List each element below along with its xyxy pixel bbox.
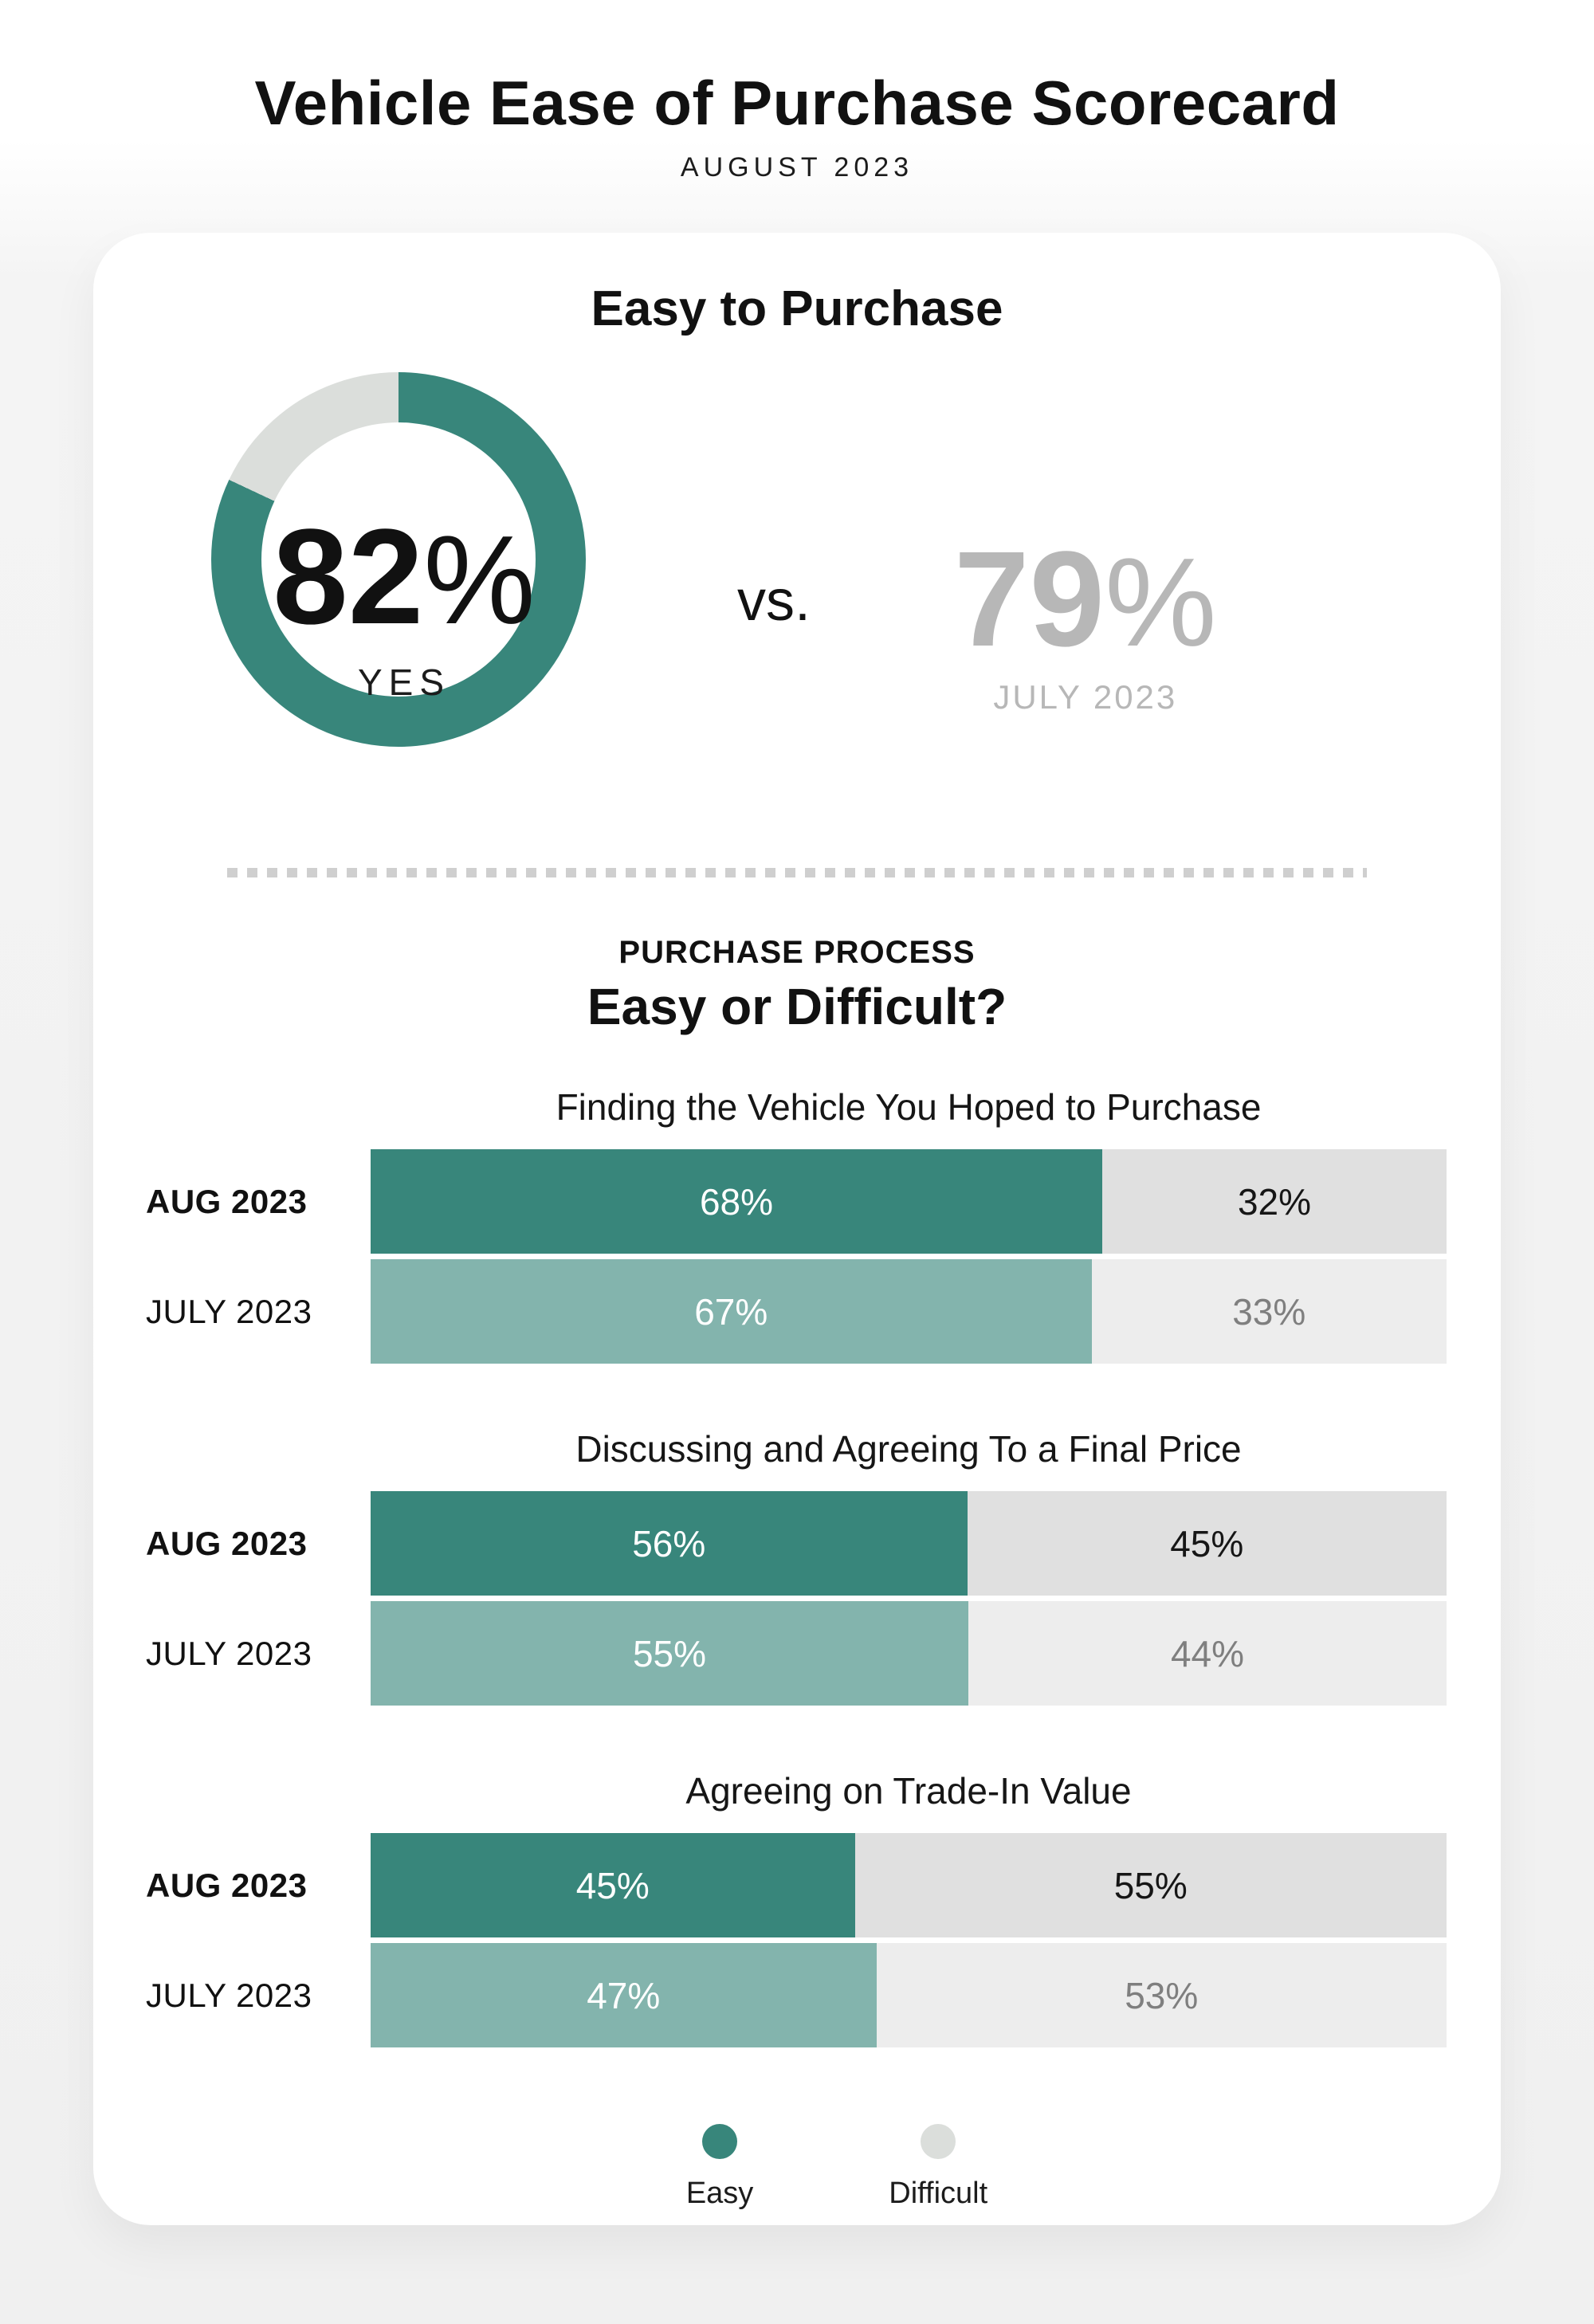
vs-label: vs. (737, 569, 811, 633)
segment-value-label: 67% (694, 1290, 768, 1333)
row-label: AUG 2023 (146, 1182, 308, 1220)
stacked-bar: 56% 45% (371, 1491, 1447, 1596)
segment-value-label: 47% (587, 1974, 661, 2016)
bar-row-aug: AUG 2023 68% 32% (93, 1149, 1501, 1254)
bar-row-aug: AUG 2023 56% 45% (93, 1491, 1501, 1596)
percent-sign: % (423, 510, 536, 650)
previous-value-number: 79 (954, 524, 1105, 675)
bar-segment-difficult: 53% (876, 1943, 1447, 2047)
row-label: JULY 2023 (146, 1292, 312, 1330)
hero-heading: Easy to Purchase (591, 281, 1003, 336)
stacked-bar: 45% 55% (371, 1833, 1447, 1937)
chart-group-finding-vehicle: Finding the Vehicle You Hoped to Purchas… (93, 1085, 1501, 1364)
legend-item-easy: Easy (686, 2124, 753, 2211)
bar-row-july: JULY 2023 55% 44% (93, 1601, 1501, 1706)
bar-segment-easy: 56% (371, 1491, 968, 1596)
bar-row-aug: AUG 2023 45% 55% (93, 1833, 1501, 1937)
legend-item-difficult: Difficult (889, 2124, 987, 2211)
bar-row-july: JULY 2023 67% 33% (93, 1259, 1501, 1364)
donut-value-label: YES (357, 661, 451, 703)
segment-value-label: 53% (1125, 1974, 1199, 2016)
segment-value-label: 56% (632, 1522, 706, 1564)
segment-value-label: 45% (575, 1864, 650, 1906)
chart-group-title: Discussing and Agreeing To a Final Price (575, 1428, 1242, 1470)
segment-value-label: 33% (1232, 1290, 1306, 1333)
bar-segment-difficult: 55% (854, 1833, 1447, 1937)
stacked-bar: 47% 53% (371, 1943, 1447, 2047)
previous-value: 79% (954, 532, 1217, 667)
chart-rows: AUG 2023 56% 45% JULY 2023 55% 44% (93, 1491, 1501, 1706)
percent-sign: % (1105, 532, 1217, 673)
difficult-dot-icon (921, 2124, 956, 2159)
donut-center: 82% YES (211, 372, 586, 747)
stacked-bar: 68% 32% (371, 1149, 1447, 1254)
donut-value: 82% (273, 509, 536, 645)
bar-segment-difficult: 32% (1102, 1149, 1447, 1254)
donut-chart: 82% YES (211, 372, 586, 747)
bar-segment-easy: 55% (371, 1601, 968, 1706)
easy-dot-icon (702, 2124, 738, 2159)
donut-hole (261, 422, 536, 697)
bar-segment-easy: 45% (371, 1833, 855, 1937)
segment-value-label: 32% (1237, 1180, 1312, 1223)
legend: Easy Difficult (93, 2124, 1501, 2211)
page-subtitle: AUGUST 2023 (680, 152, 914, 183)
scorecard-card: Easy to Purchase 82% YES vs. 79% JULY 20… (93, 233, 1501, 2225)
page-title: Vehicle Ease of Purchase Scorecard (254, 68, 1340, 138)
donut-value-number: 82 (273, 501, 424, 653)
bar-segment-easy: 47% (371, 1943, 877, 2047)
section-heading: Easy or Difficult? (587, 978, 1007, 1035)
stacked-bar: 55% 44% (371, 1601, 1447, 1706)
bar-segment-difficult: 44% (968, 1601, 1447, 1706)
row-label: AUG 2023 (146, 1866, 308, 1904)
legend-label: Easy (685, 2177, 754, 2210)
segment-value-label: 55% (1113, 1864, 1188, 1906)
row-label: AUG 2023 (146, 1524, 308, 1562)
section-eyebrow: PURCHASE PROCESS (618, 935, 976, 970)
bar-segment-difficult: 45% (967, 1491, 1447, 1596)
segment-value-label: 55% (632, 1632, 707, 1674)
bar-segment-difficult: 33% (1091, 1259, 1447, 1364)
legend-label: Difficult (889, 2177, 988, 2210)
segment-value-label: 44% (1170, 1632, 1245, 1674)
page-header: Vehicle Ease of Purchase Scorecard AUGUS… (0, 0, 1594, 183)
bar-segment-easy: 67% (371, 1259, 1092, 1364)
chart-rows: AUG 2023 68% 32% JULY 2023 67% 33% (93, 1149, 1501, 1364)
row-label: JULY 2023 (146, 1976, 312, 2014)
stacked-bar: 67% 33% (371, 1259, 1447, 1364)
segment-value-label: 68% (699, 1180, 774, 1223)
bar-row-july: JULY 2023 47% 53% (93, 1943, 1501, 2047)
row-label: JULY 2023 (146, 1634, 312, 1672)
chart-group-final-price: Discussing and Agreeing To a Final Price… (93, 1427, 1501, 1706)
bar-segment-easy: 68% (371, 1149, 1102, 1254)
chart-group-trade-in: Agreeing on Trade-In Value AUG 2023 45% … (93, 1769, 1501, 2047)
chart-group-title: Agreeing on Trade-In Value (685, 1770, 1132, 1812)
segment-value-label: 45% (1170, 1522, 1244, 1564)
previous-period-label: JULY 2023 (993, 678, 1178, 716)
chart-group-title: Finding the Vehicle You Hoped to Purchas… (556, 1086, 1262, 1128)
dashed-divider (227, 868, 1367, 877)
chart-rows: AUG 2023 45% 55% JULY 2023 47% 53% (93, 1833, 1501, 2047)
hero-row: 82% YES vs. 79% JULY 2023 (93, 372, 1501, 747)
previous-period-block: 79% JULY 2023 (954, 532, 1217, 716)
